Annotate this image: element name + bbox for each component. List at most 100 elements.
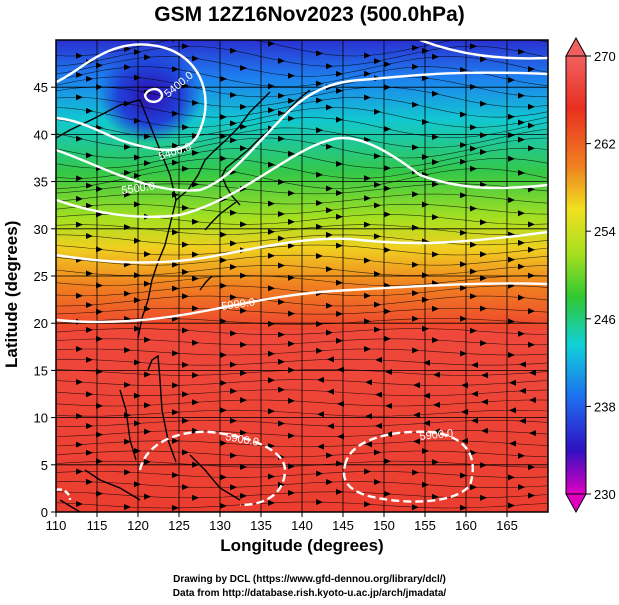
wind-arrow [240, 123, 247, 130]
wind-arrow [326, 329, 333, 336]
wind-arrow [480, 100, 487, 107]
wind-arrow [268, 350, 275, 357]
wind-arrow [384, 335, 391, 342]
wind-arrow [528, 145, 535, 152]
wind-arrow [412, 101, 419, 108]
wind-arrow [230, 92, 237, 98]
wind-arrow [518, 136, 525, 143]
streamline [56, 307, 548, 315]
wind-arrow [519, 387, 526, 394]
wind-arrow [124, 438, 131, 445]
wind-arrow [374, 479, 381, 485]
wind-arrow [268, 252, 275, 259]
wind-arrow [518, 210, 525, 217]
wind-arrow [288, 97, 295, 104]
wind-arrow [144, 371, 151, 378]
wind-arrow [518, 484, 525, 491]
wind-arrow [240, 429, 247, 436]
wind-arrow [182, 293, 189, 300]
wind-arrow [326, 104, 333, 111]
wind-arrow [144, 251, 151, 258]
streamline [56, 244, 548, 256]
wind-arrow [460, 229, 467, 236]
wind-arrow [422, 481, 429, 488]
wind-arrow [86, 356, 93, 363]
wind-arrow [412, 44, 419, 51]
streamline [56, 369, 548, 376]
wind-arrow [278, 110, 285, 117]
wind-arrow [470, 327, 477, 334]
wind-arrow [422, 272, 429, 279]
wind-arrow [182, 269, 189, 275]
wind-arrow [529, 369, 536, 376]
wind-arrow [288, 432, 295, 439]
wind-arrow [182, 204, 189, 211]
wind-arrow [519, 418, 526, 424]
wind-arrow [96, 282, 103, 289]
wind-arrow [336, 279, 343, 286]
wind-arrow [316, 80, 323, 87]
x-tick-label: 125 [168, 518, 190, 533]
colorbar-tick-label: 254 [594, 224, 616, 239]
wind-arrow [508, 155, 515, 162]
wind-arrow [364, 94, 371, 101]
wind-arrow [480, 181, 487, 188]
wind-arrow [220, 231, 227, 238]
wind-arrow [470, 241, 477, 248]
contour-label: 5900.0 [221, 296, 256, 313]
colorbar-ticks: 270 262 254 246 238 230 [586, 49, 616, 502]
wind-arrow [518, 294, 525, 301]
wind-arrow [220, 33, 227, 39]
wind-arrow [240, 341, 247, 348]
x-axis-label: Longitude (degrees) [220, 536, 384, 555]
wind-arrow [76, 468, 83, 475]
wind-arrow [268, 473, 275, 480]
streamline [56, 147, 548, 169]
wind-arrow [172, 472, 179, 479]
wind-arrow [364, 318, 371, 325]
wind-arrow [182, 327, 189, 334]
wind-arrow [76, 135, 83, 142]
wind-arrow [519, 361, 526, 368]
wind-arrow [364, 221, 371, 228]
wind-arrow [268, 408, 275, 415]
wind-arrow [364, 346, 371, 352]
wind-arrow [336, 242, 343, 249]
wind-arrow [471, 390, 478, 397]
wind-arrow [375, 422, 382, 429]
wind-arrow [288, 190, 295, 197]
wind-arrow [182, 391, 189, 398]
wind-arrow [384, 165, 391, 172]
wind-arrow [432, 53, 439, 60]
wind-arrow [327, 388, 334, 395]
wind-arrow [432, 305, 439, 312]
wind-arrow [144, 160, 151, 167]
wind-arrow [172, 159, 179, 166]
wind-arrow [192, 339, 199, 346]
wind-arrow [412, 504, 419, 511]
wind-arrow [528, 246, 535, 253]
contour-label: 5900.0 [419, 428, 454, 443]
wind-arrow [374, 108, 381, 115]
wind-arrow [374, 153, 381, 160]
wind-arrow [327, 423, 334, 430]
wind-arrow [470, 449, 477, 456]
wind-arrow [124, 412, 131, 419]
wind-arrow [172, 110, 179, 117]
wind-arrow [172, 229, 179, 236]
wind-arrow [374, 301, 381, 308]
wind-arrow [124, 144, 131, 150]
wind-arrow [220, 318, 227, 325]
contour-label: 5900.0 [224, 431, 259, 449]
wind-arrow [470, 124, 477, 131]
wind-arrow [240, 145, 247, 152]
wind-arrow [337, 400, 344, 407]
wind-arrow [86, 152, 93, 159]
wind-arrow [182, 417, 189, 424]
wind-arrow [460, 315, 467, 322]
wind-arrow [230, 209, 237, 216]
wind-arrow [230, 417, 237, 424]
low-pressure-core [98, 47, 202, 143]
wind-arrow [96, 308, 103, 315]
wind-arrow [509, 379, 516, 386]
